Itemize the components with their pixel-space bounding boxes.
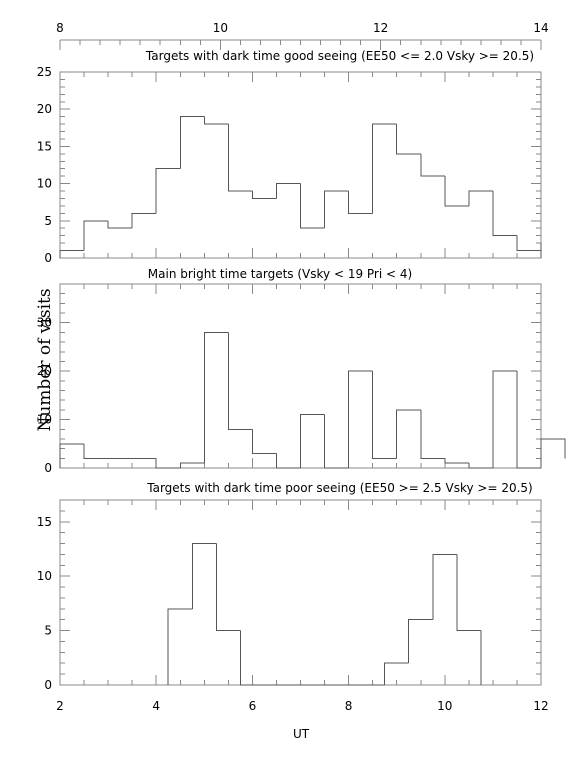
histogram-bin [468,190,493,206]
y-tick-label: 10 [37,413,52,427]
histogram-bin [420,409,445,459]
histogram-bin [227,124,253,192]
x-tick-label: 2 [56,699,64,713]
histogram-bin [372,123,397,214]
histogram-bin [275,453,301,469]
histogram-bin [408,619,433,664]
histogram-bin [468,463,493,469]
histogram-bin [215,543,241,632]
histogram-bin [492,191,517,237]
histogram-bin [167,608,193,685]
panel-poor-seeing: Targets with dark time poor seeing (EE50… [37,481,549,713]
y-tick-label: 0 [44,461,52,475]
histogram-bin [239,630,265,686]
histogram-bin [300,183,325,229]
y-tick-label: 20 [37,102,52,116]
histogram-bin [348,370,373,468]
histogram-bin [396,124,421,155]
y-tick-label: 0 [44,678,52,692]
top-axis-tick-label: 14 [533,21,548,35]
histogram-bin [396,409,421,459]
histogram-bin [275,183,301,199]
y-tick-label: 10 [37,569,52,583]
panel-bright-time: Main bright time targets (Vsky < 19 Pri … [37,267,566,475]
histogram-bin [456,554,481,632]
x-tick-label: 4 [152,699,160,713]
histogram-bin [348,191,373,214]
top-axis-tick-label: 10 [213,21,228,35]
histogram-bin [83,220,109,251]
y-tick-label: 20 [37,364,52,378]
histogram-bin [324,414,349,469]
histogram-bin [324,190,349,229]
panel-title-poor-seeing: Targets with dark time poor seeing (EE50… [146,481,532,495]
histogram-bin [155,168,181,214]
y-tick-label: 0 [44,251,52,265]
histogram-bin [251,191,277,199]
y-tick-label: 5 [44,214,52,228]
panel-title-bright-time: Main bright time targets (Vsky < 19 Pri … [148,267,412,281]
y-tick-label: 15 [37,515,52,529]
y-axis-label: Number of visits [35,288,55,431]
histogram-bin [516,371,541,469]
panel-title-good-seeing: Targets with dark time good seeing (EE50… [145,49,534,63]
histogram-bin [59,443,85,468]
histogram-bin [155,458,181,469]
histogram-bin [107,220,133,229]
histogram-bin [420,153,445,177]
x-tick-label: 12 [533,699,548,713]
histogram-bin [300,414,325,468]
histogram-bin [516,235,541,252]
histogram-bin [59,250,85,258]
histogram-bin [203,116,229,125]
histogram-bin [179,462,205,468]
y-tick-label: 10 [37,177,52,191]
x-axis-label: UT [293,727,310,741]
histogram-bin [384,662,409,685]
histogram-bin [432,553,457,620]
y-tick-label: 15 [37,139,52,153]
histogram-bin [179,116,205,169]
y-tick-label: 30 [37,316,52,330]
top-axis-tick-label: 12 [373,21,388,35]
y-tick-label: 25 [37,65,52,79]
histogram-bin [541,438,566,459]
top-axis-tick-label: 8 [56,21,64,35]
histogram-bin [444,458,469,464]
plot-frame [59,71,542,259]
histogram-bin [131,212,157,229]
x-tick-label: 8 [345,699,353,713]
histogram-bin [227,332,253,430]
x-tick-label: 6 [249,699,257,713]
y-tick-label: 5 [44,624,52,638]
top-ut-axis: 8 10 12 14 [56,21,549,50]
histogram-bin [251,429,277,454]
histogram-bin [191,543,217,609]
histogram-bin [372,371,397,459]
histogram-bin [203,331,229,464]
histogram-bin [444,176,469,207]
x-tick-label: 10 [437,699,452,713]
plot-frame [59,499,542,686]
panel-good-seeing: Targets with dark time good seeing (EE50… [37,49,542,265]
histogram-bin [83,443,109,459]
histogram-bin [492,370,517,468]
